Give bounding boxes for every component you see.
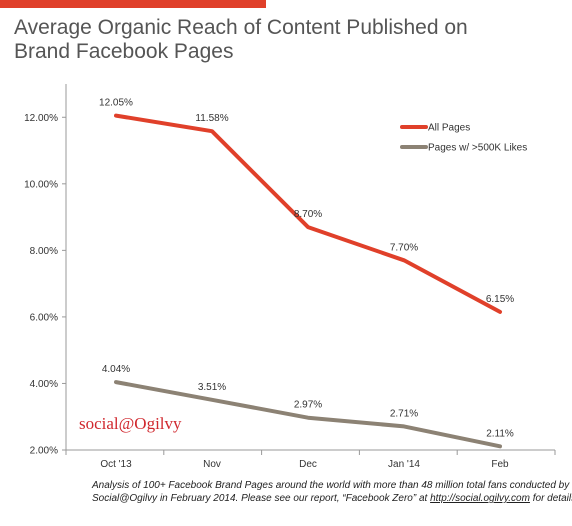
axes: 2.00% 4.00% 6.00% 8.00% 10.00% 12.00% Oct '13 N… xyxy=(24,84,556,470)
y-tick-label: 8.00% xyxy=(30,246,58,257)
footnote-line1: Analysis of 100+ Facebook Brand Pages ar… xyxy=(92,480,570,491)
series-line-all-pages xyxy=(114,113,502,314)
footnote-suffix: for details. xyxy=(532,493,572,504)
series-line-pages-500k xyxy=(114,380,502,449)
accent-bar xyxy=(0,0,266,8)
footnote-text: Social@Ogilvy in February 2014. Please s… xyxy=(92,493,431,504)
chart-title: Average Organic Reach of Content Publish… xyxy=(14,16,564,64)
legend-label: All Pages xyxy=(428,123,470,134)
y-tick-label: 12.00% xyxy=(24,113,58,124)
chart-title-line1: Average Organic Reach of Content Publish… xyxy=(14,16,468,39)
chart-title-line2: Brand Facebook Pages xyxy=(14,40,234,63)
data-label: 12.05% xyxy=(99,98,133,109)
x-tick-label: Jan '14 xyxy=(388,459,420,470)
data-label: 2.97% xyxy=(294,400,322,411)
footnote-line2: Social@Ogilvy in February 2014. Please s… xyxy=(92,492,572,505)
data-label: 6.15% xyxy=(486,294,514,305)
y-tick-label: 4.00% xyxy=(30,379,58,390)
x-tick-label: Nov xyxy=(203,459,221,470)
x-tick-label: Dec xyxy=(299,459,317,470)
data-label: 3.51% xyxy=(198,382,226,393)
data-label: 4.04% xyxy=(102,364,130,375)
data-label: 2.11% xyxy=(486,428,514,439)
footnote-link[interactable]: http://social.ogilvy.com xyxy=(430,493,530,504)
x-tick-label: Feb xyxy=(491,459,509,470)
data-label: 7.70% xyxy=(390,242,418,253)
x-tick-label: Oct '13 xyxy=(100,459,132,470)
y-tick-label: 2.00% xyxy=(30,446,58,457)
data-label: 11.58% xyxy=(195,113,228,124)
data-label: 8.70% xyxy=(294,209,322,220)
y-tick-label: 6.00% xyxy=(30,312,58,323)
y-tick-label: 10.00% xyxy=(24,179,58,190)
legend: All Pages Pages w/ >500K Likes xyxy=(400,123,527,154)
brand-logo: social@Ogilvy xyxy=(79,414,182,433)
data-label: 2.71% xyxy=(390,408,418,419)
footnote: Analysis of 100+ Facebook Brand Pages ar… xyxy=(92,479,572,505)
legend-label: Pages w/ >500K Likes xyxy=(428,143,527,154)
series-layer: 12.05% 11.58% 8.70% 7.70% 6.15% 4.04% 3.51% 2.9… xyxy=(99,98,514,449)
